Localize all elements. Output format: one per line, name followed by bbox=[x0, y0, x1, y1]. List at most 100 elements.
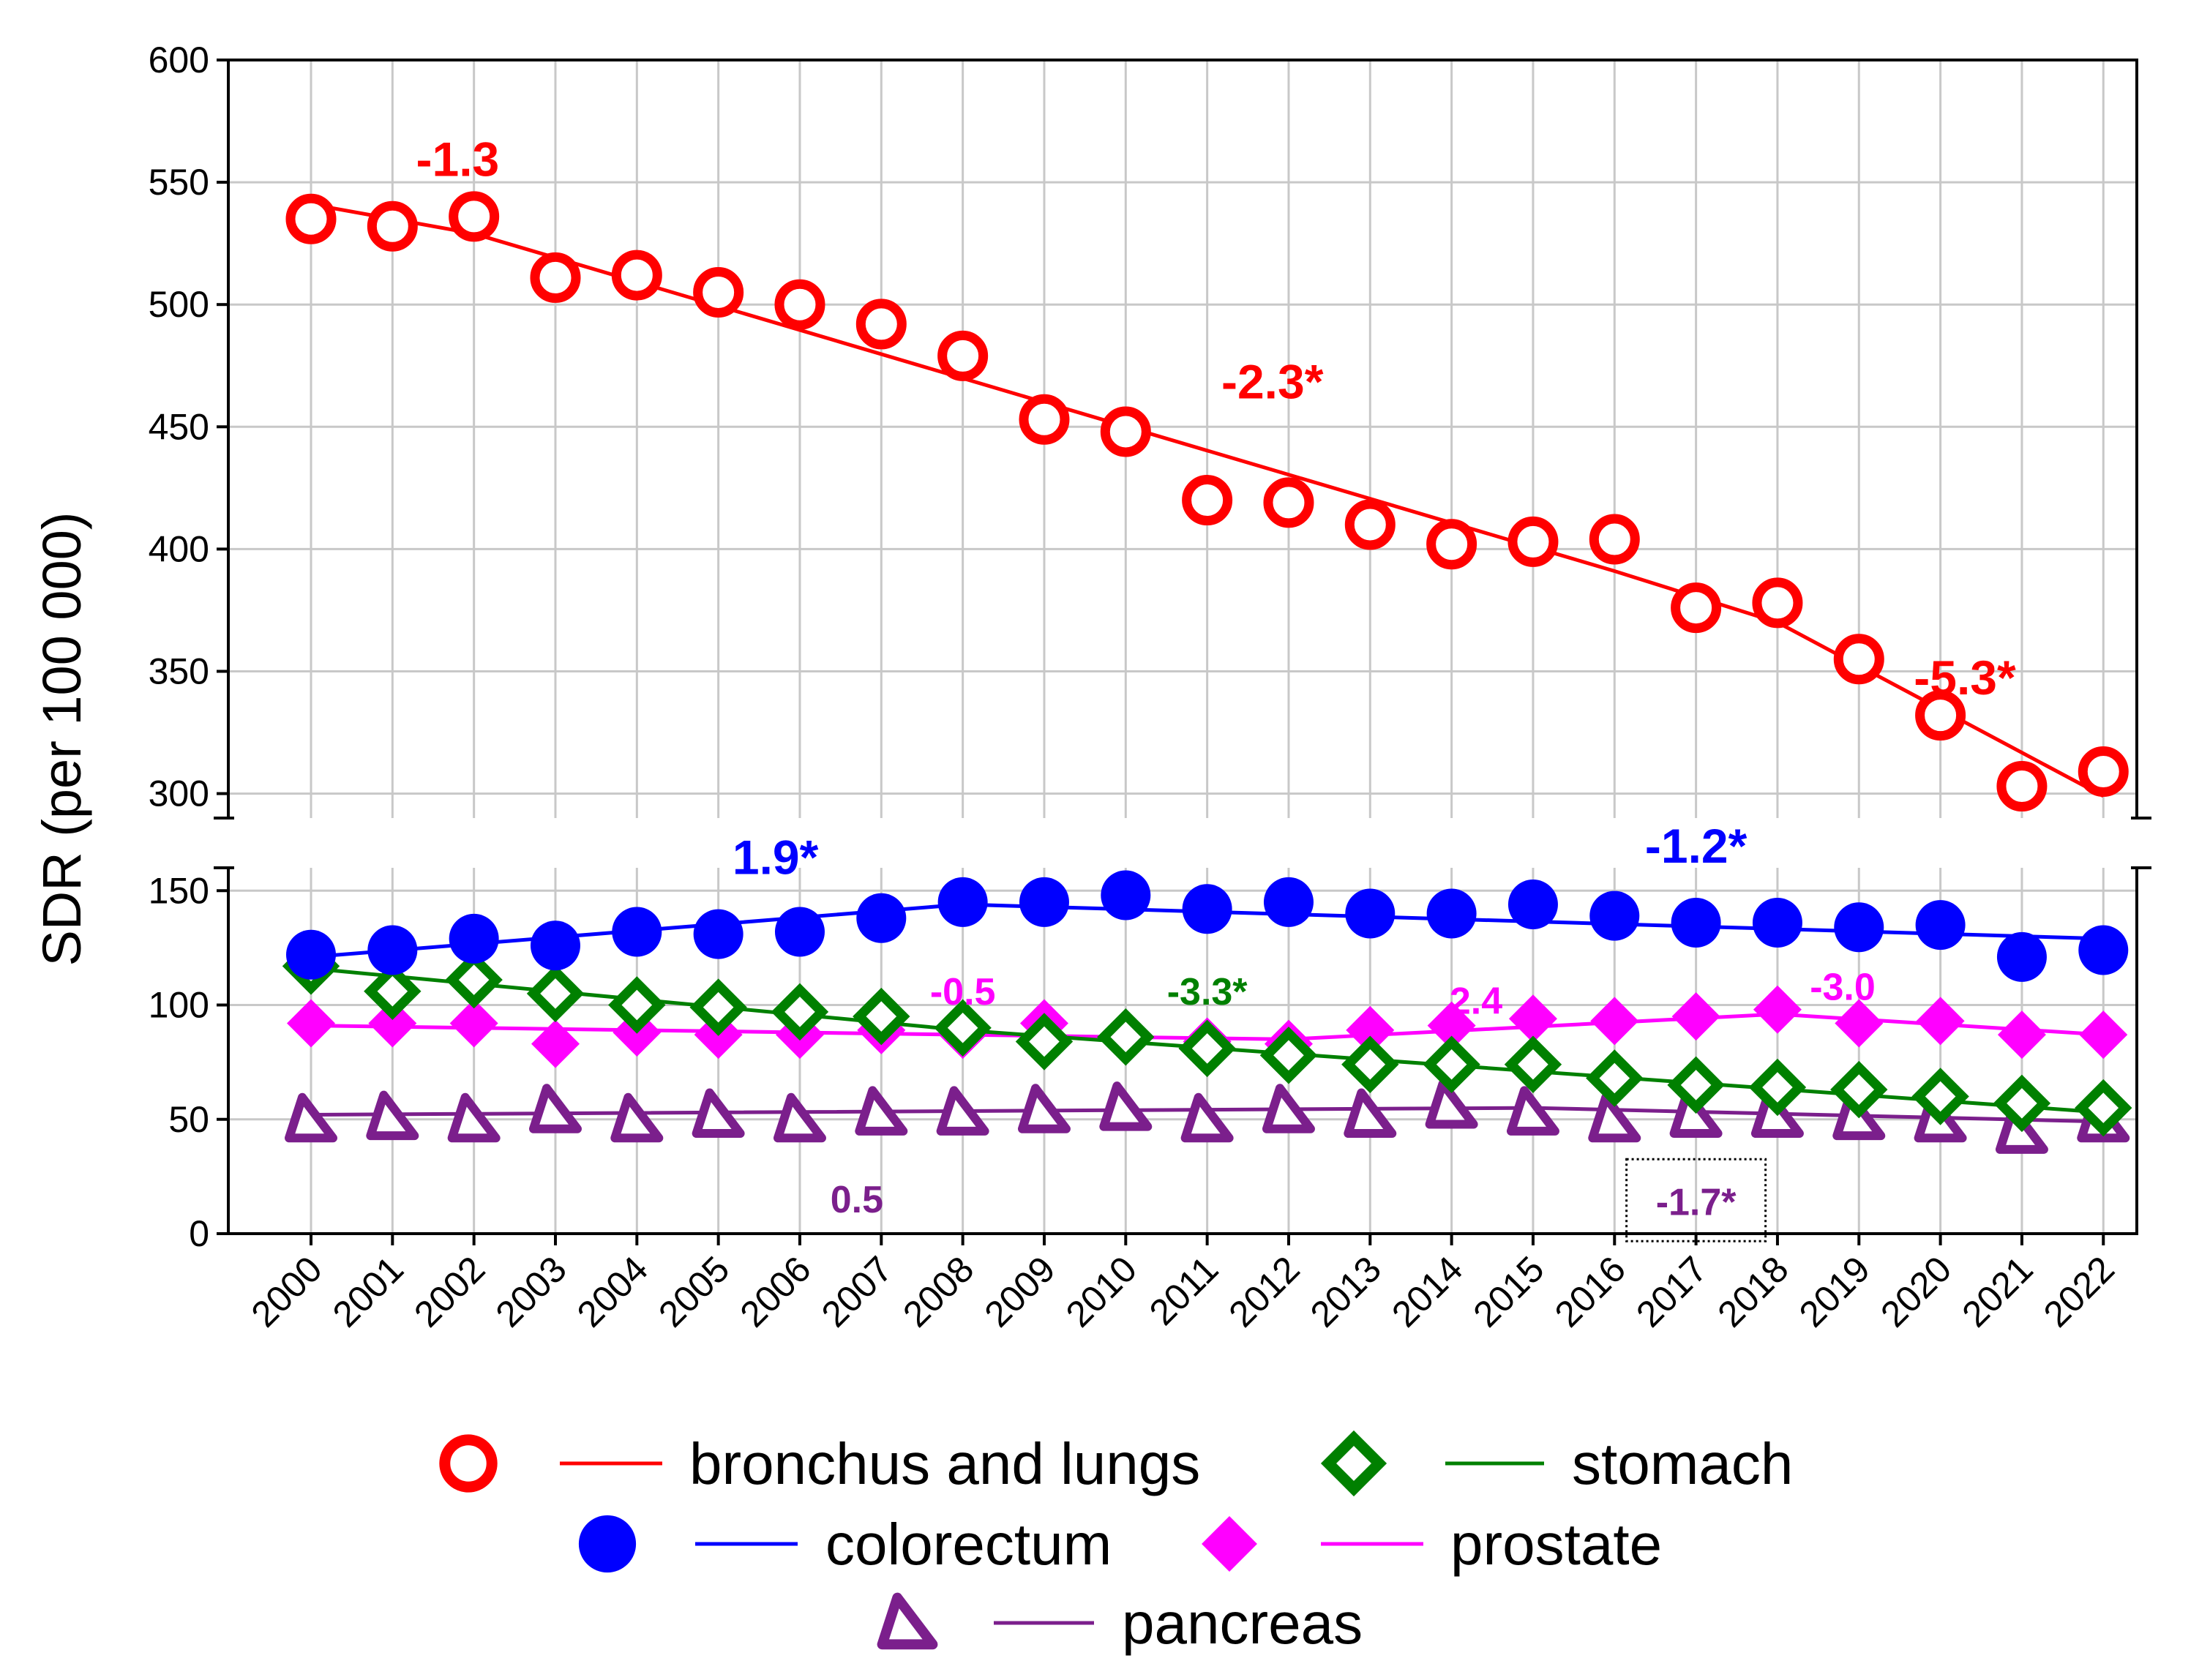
point-colorectum bbox=[1834, 902, 1884, 953]
trend-line-bronchus-and-lungs bbox=[310, 202, 2105, 798]
point-prostate bbox=[1997, 1010, 2046, 1060]
point-stomach bbox=[1015, 1013, 1074, 1070]
y-tick-label: 600 bbox=[149, 40, 209, 80]
point-bronchus-and-lungs bbox=[693, 266, 744, 318]
legend-symbol-colorectum bbox=[578, 1515, 637, 1573]
y-tick-label: 400 bbox=[149, 528, 209, 569]
x-tick-label: 2008 bbox=[895, 1248, 981, 1335]
trend-annotation: -1.3 bbox=[416, 132, 500, 186]
point-prostate bbox=[1427, 1001, 1476, 1050]
point-pancreas bbox=[1506, 1086, 1559, 1136]
x-tick-label: 2014 bbox=[1384, 1248, 1470, 1335]
point-bronchus-and-lungs bbox=[449, 191, 500, 242]
point-pancreas bbox=[1099, 1081, 1153, 1131]
annotations: -1.3 -2.3* -5.3* 1.9* -1.2* -0.5 -3.3* 2.4 -3.0 0… bbox=[416, 132, 2016, 1242]
x-tick-label: 2022 bbox=[2036, 1248, 2122, 1335]
point-pancreas bbox=[610, 1092, 664, 1143]
point-colorectum bbox=[286, 929, 336, 980]
point-pancreas bbox=[285, 1092, 337, 1143]
legend-symbol-stomach bbox=[1320, 1430, 1387, 1497]
point-pancreas bbox=[773, 1092, 826, 1143]
point-bronchus-and-lungs bbox=[2078, 746, 2129, 798]
y-tick-label: 150 bbox=[149, 870, 209, 911]
point-colorectum bbox=[937, 877, 988, 927]
x-tick-label: 2004 bbox=[569, 1248, 656, 1335]
y-tick-label: 50 bbox=[168, 1099, 209, 1140]
point-pancreas bbox=[1262, 1084, 1315, 1133]
x-tick-label: 2018 bbox=[1709, 1248, 1796, 1335]
point-colorectum bbox=[1507, 880, 1558, 929]
x-tick-label: 2009 bbox=[976, 1248, 1063, 1335]
trend-annotation: 2.4 bbox=[1450, 980, 1502, 1022]
point-bronchus-and-lungs bbox=[1589, 514, 1640, 565]
trend-annotation: 1.9* bbox=[733, 830, 819, 885]
point-bronchus-and-lungs bbox=[774, 279, 825, 330]
point-bronchus-and-lungs bbox=[1833, 634, 1884, 685]
point-colorectum bbox=[449, 913, 499, 964]
point-colorectum bbox=[1019, 877, 1069, 927]
point-stomach bbox=[1259, 1027, 1318, 1084]
point-prostate bbox=[2079, 1010, 2128, 1060]
x-tick-label: 2007 bbox=[814, 1248, 900, 1335]
point-stomach bbox=[445, 950, 503, 1009]
point-prostate bbox=[368, 999, 417, 1048]
legend-label-pancreas: pancreas bbox=[1122, 1591, 1363, 1656]
point-prostate bbox=[531, 1019, 580, 1068]
point-colorectum bbox=[1101, 870, 1151, 920]
trend-annotation: -1.2* bbox=[1645, 819, 1748, 873]
point-stomach bbox=[526, 964, 585, 1023]
x-tick-label: 2020 bbox=[1873, 1248, 1959, 1335]
point-stomach bbox=[1993, 1074, 2051, 1133]
point-bronchus-and-lungs bbox=[1344, 499, 1396, 550]
trend-annotation: 0.5 bbox=[831, 1179, 883, 1221]
point-pancreas bbox=[366, 1090, 419, 1141]
point-stomach bbox=[1586, 1049, 1644, 1107]
x-tick-label: 2015 bbox=[1465, 1248, 1551, 1335]
point-bronchus-and-lungs bbox=[1671, 582, 1722, 634]
point-stomach bbox=[1097, 1008, 1155, 1066]
x-tick-label: 2017 bbox=[1628, 1248, 1715, 1335]
point-pancreas bbox=[936, 1086, 989, 1136]
point-pancreas bbox=[1588, 1092, 1641, 1143]
y-tick-label: 450 bbox=[149, 406, 209, 447]
point-bronchus-and-lungs bbox=[1100, 406, 1151, 457]
lower-panel-frame bbox=[227, 868, 2138, 1235]
point-stomach bbox=[1830, 1060, 1888, 1119]
point-bronchus-and-lungs bbox=[1263, 477, 1314, 528]
x-tick-label: 2002 bbox=[406, 1248, 492, 1335]
point-prostate bbox=[287, 999, 335, 1048]
point-colorectum bbox=[1671, 898, 1721, 948]
point-stomach bbox=[364, 962, 422, 1020]
y-tick-label: 300 bbox=[149, 773, 209, 814]
point-pancreas bbox=[855, 1086, 908, 1136]
point-prostate bbox=[1753, 985, 1802, 1034]
trend-annotation: -3.0 bbox=[1810, 967, 1876, 1009]
point-pancreas bbox=[447, 1092, 501, 1143]
point-colorectum bbox=[367, 925, 418, 975]
x-tick-label: 2001 bbox=[325, 1248, 411, 1335]
x-tick-label: 2019 bbox=[1791, 1248, 1878, 1335]
point-stomach bbox=[1423, 1035, 1480, 1093]
x-tick-label: 2013 bbox=[1303, 1248, 1389, 1335]
point-colorectum bbox=[1426, 888, 1477, 939]
point-pancreas bbox=[1180, 1092, 1234, 1143]
point-bronchus-and-lungs bbox=[1915, 690, 1966, 741]
point-prostate bbox=[1508, 994, 1557, 1043]
point-bronchus-and-lungs bbox=[1426, 519, 1477, 570]
point-prostate bbox=[1590, 997, 1639, 1046]
point-stomach bbox=[934, 999, 992, 1057]
point-bronchus-and-lungs bbox=[285, 193, 337, 244]
legend-symbol-bronchus-and-lungs bbox=[439, 1434, 498, 1493]
y-tick-label: 350 bbox=[149, 650, 209, 691]
y-tick-label: 0 bbox=[189, 1213, 209, 1254]
point-stomach bbox=[771, 983, 829, 1041]
point-bronchus-and-lungs bbox=[1507, 516, 1559, 567]
point-colorectum bbox=[693, 909, 743, 959]
point-bronchus-and-lungs bbox=[1996, 761, 2048, 812]
point-stomach bbox=[1504, 1035, 1562, 1093]
point-colorectum bbox=[612, 907, 662, 957]
point-colorectum bbox=[1589, 890, 1640, 941]
point-colorectum bbox=[1996, 931, 2047, 982]
legend-label-bronchus-and-lungs: bronchus and lungs bbox=[689, 1431, 1200, 1496]
